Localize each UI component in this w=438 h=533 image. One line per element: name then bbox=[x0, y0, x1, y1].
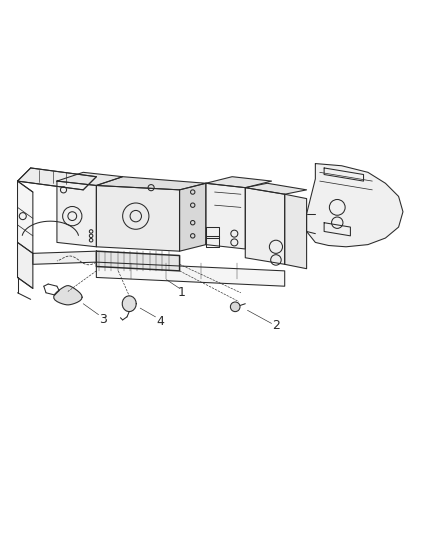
Polygon shape bbox=[57, 172, 123, 185]
Text: 2: 2 bbox=[272, 319, 280, 332]
Polygon shape bbox=[122, 296, 136, 312]
Polygon shape bbox=[18, 243, 33, 288]
Polygon shape bbox=[180, 183, 206, 251]
Polygon shape bbox=[96, 185, 180, 251]
Polygon shape bbox=[206, 183, 245, 249]
Text: 3: 3 bbox=[99, 312, 107, 326]
Circle shape bbox=[230, 302, 240, 312]
Polygon shape bbox=[54, 286, 82, 305]
Polygon shape bbox=[96, 251, 180, 271]
Polygon shape bbox=[307, 164, 403, 247]
Polygon shape bbox=[245, 183, 307, 194]
Text: 4: 4 bbox=[156, 315, 164, 328]
Polygon shape bbox=[285, 194, 307, 269]
Polygon shape bbox=[33, 251, 96, 264]
Polygon shape bbox=[206, 177, 272, 188]
Polygon shape bbox=[96, 262, 285, 286]
Polygon shape bbox=[96, 177, 206, 190]
Polygon shape bbox=[245, 188, 285, 264]
Polygon shape bbox=[18, 181, 33, 253]
Text: 1: 1 bbox=[178, 286, 186, 300]
Polygon shape bbox=[18, 168, 96, 190]
Polygon shape bbox=[57, 181, 96, 247]
